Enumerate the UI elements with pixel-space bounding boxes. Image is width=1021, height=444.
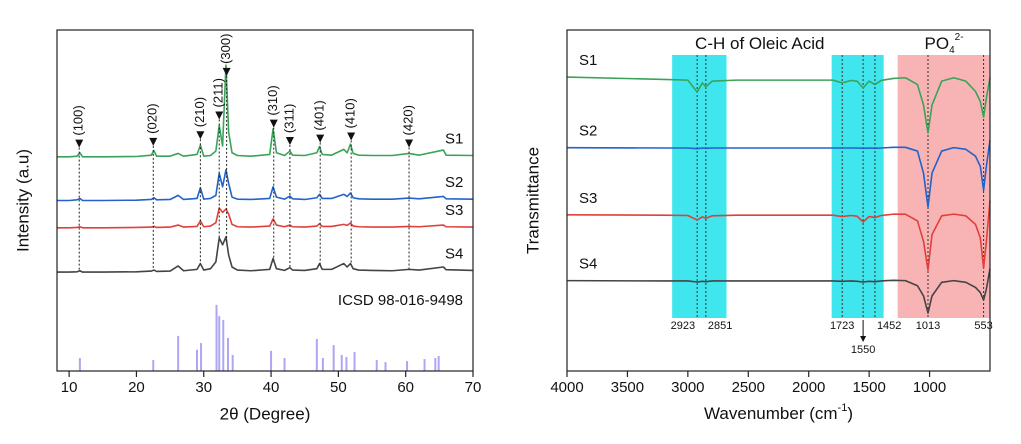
x-tick-label: 60 [397, 379, 414, 396]
peak-marker [269, 119, 278, 128]
peak-label: 1452 [877, 320, 901, 332]
series-label: S4 [579, 256, 597, 273]
peak-arrow-head [860, 336, 867, 342]
peak-marker [196, 131, 205, 140]
x-axis-label-text: ) [847, 404, 853, 423]
peak-label: 553 [974, 320, 992, 332]
peak-marker [149, 137, 158, 146]
peak-marker [316, 134, 325, 143]
x-tick-label: 40 [263, 379, 280, 396]
peak-marker-label: (310) [265, 85, 280, 115]
highlight-region [831, 55, 884, 318]
series-line [57, 169, 474, 202]
series-label: S3 [579, 190, 597, 207]
x-tick-label: 4000 [550, 379, 583, 396]
peak-marker [215, 111, 224, 120]
plot: ICSD 98-016-9498 S1 S2 S3 S4 (100) (020) (210) (… [13, 29, 482, 423]
series-label: S1 [579, 52, 597, 69]
peak-marker-label: (401) [312, 100, 327, 130]
peak-marker [75, 139, 84, 148]
annotation-text: PO [925, 34, 950, 53]
x-tick-label: 2500 [732, 379, 765, 396]
y-axis-label: Transmittance [523, 147, 542, 254]
x-axis-label: Wavenumber (cm-1) [704, 402, 853, 424]
reference-label: ICSD 98-016-9498 [338, 292, 463, 309]
peak-label: 1723 [830, 320, 854, 332]
peak-marker-label: (300) [218, 34, 233, 64]
annotation-sup: 2- [955, 32, 964, 43]
x-tick-label: 3000 [671, 379, 704, 396]
peak-marker-label: (020) [145, 103, 160, 133]
series-label: S4 [445, 245, 463, 262]
series-line [566, 268, 991, 314]
highlight-region [897, 55, 990, 318]
series-line [566, 140, 991, 208]
x-tick-label: 3500 [611, 379, 644, 396]
peak-marker [285, 137, 294, 146]
series-line [566, 76, 991, 134]
peak-marker-label: (311) [281, 104, 296, 133]
annotation-text: C-H of Oleic Acid [695, 34, 824, 53]
x-axis-label: 2θ (Degree) [220, 404, 311, 423]
peak-marker-label: (100) [71, 105, 86, 135]
peak-label: 2851 [708, 320, 732, 332]
peak-marker-label: (410) [343, 98, 358, 128]
peak-marker-label: (420) [400, 105, 415, 135]
series-line [57, 236, 474, 273]
series-label: S3 [445, 202, 463, 219]
series-label: S1 [445, 130, 463, 147]
peak-marker-label: (211) [211, 78, 226, 107]
y-axis-label: Intensity (a.u) [13, 149, 32, 252]
annotation-sub: 4 [949, 45, 955, 56]
plot-frame [566, 29, 991, 372]
peak-label: 2923 [671, 320, 695, 332]
peak-label: 1013 [916, 320, 940, 332]
series-label: S2 [579, 123, 597, 140]
x-tick-label: 10 [61, 379, 78, 396]
highlight-region [672, 55, 727, 318]
x-axis-label-sup: -1 [838, 402, 848, 414]
series-line [566, 200, 991, 271]
x-axis-label-text: Wavenumber (cm [704, 404, 838, 423]
x-tick-label: 50 [330, 379, 347, 396]
peak-marker-label: (210) [192, 97, 207, 127]
peak-marker [347, 132, 356, 141]
x-tick-label: 1000 [913, 379, 946, 396]
peak-marker [405, 139, 414, 148]
peak-marker [222, 67, 231, 76]
x-tick-label: 20 [128, 379, 145, 396]
x-tick-label: 30 [195, 379, 212, 396]
x-tick-label: 2000 [792, 379, 825, 396]
x-tick-label: 70 [465, 379, 482, 396]
plot-frame [56, 29, 474, 372]
annotation: C-H of Oleic Acid [695, 34, 824, 53]
peak-label: 1550 [851, 344, 875, 356]
x-tick-label: 1500 [852, 379, 885, 396]
annotation: PO42- [925, 32, 964, 56]
series-line [57, 207, 474, 229]
series-label: S2 [445, 174, 463, 191]
